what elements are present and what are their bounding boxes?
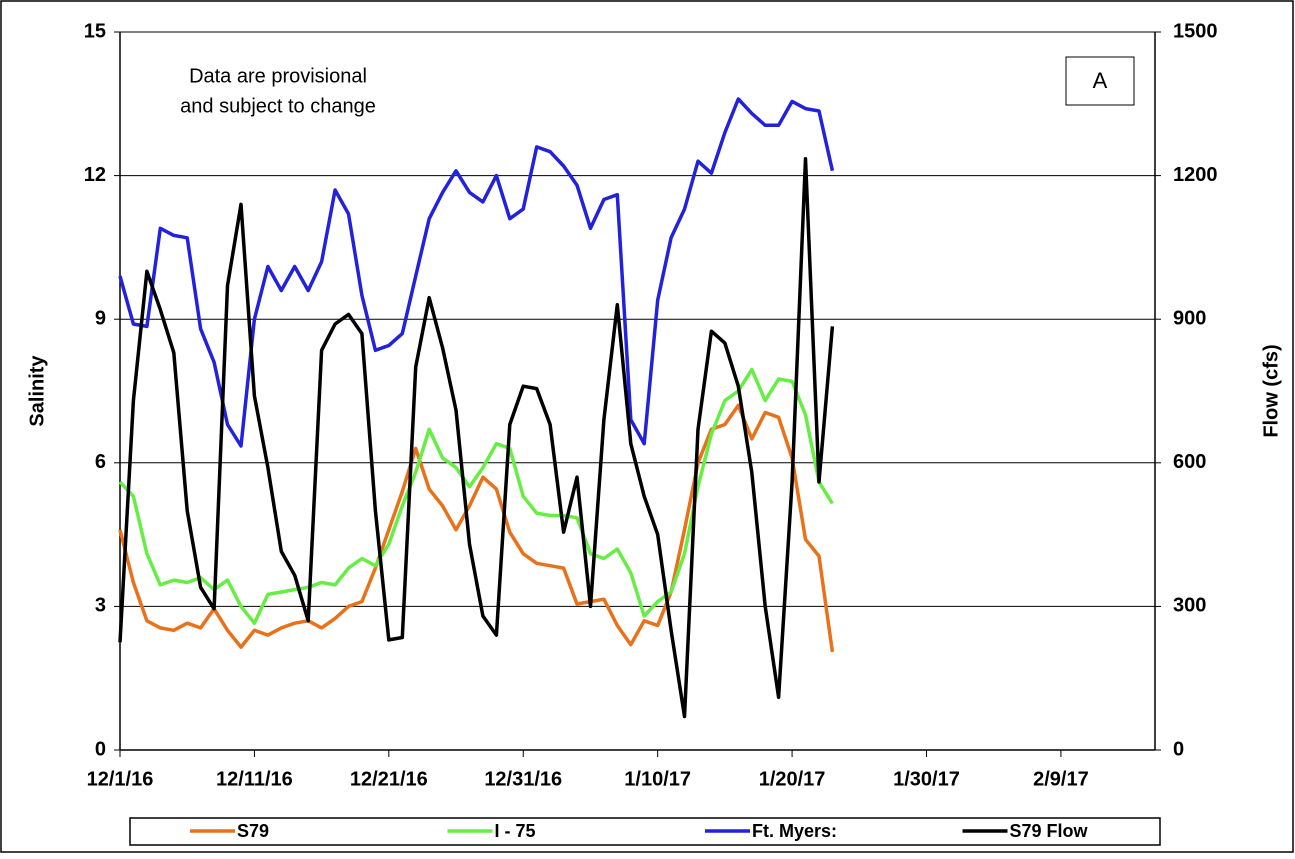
y-tick-label: 9 bbox=[95, 307, 106, 329]
y-tick-label: 3 bbox=[95, 595, 106, 617]
x-tick-label: 12/21/16 bbox=[350, 768, 428, 790]
x-tick-label: 12/31/16 bbox=[484, 768, 562, 790]
y2-tick-label: 1500 bbox=[1173, 20, 1218, 42]
y2-tick-label: 1200 bbox=[1173, 164, 1218, 186]
panel-label-box bbox=[1065, 56, 1135, 106]
y-tick-label: 0 bbox=[95, 738, 106, 760]
x-tick-label: 12/1/16 bbox=[87, 768, 154, 790]
y2-tick-label: 600 bbox=[1173, 451, 1206, 473]
legend-label: S79 bbox=[237, 821, 269, 841]
y2-tick-label: 0 bbox=[1173, 738, 1184, 760]
x-tick-label: 12/11/16 bbox=[216, 768, 293, 790]
y-tick-label: 12 bbox=[84, 164, 106, 186]
series-line bbox=[118, 367, 834, 625]
series-line bbox=[118, 157, 835, 719]
legend-label: Ft. Myers: bbox=[752, 821, 837, 841]
y-axis-title: Salinity bbox=[26, 355, 48, 427]
annotation: and subject to change bbox=[180, 95, 376, 117]
annotation: Data are provisional bbox=[189, 65, 367, 87]
x-tick-label: 1/30/17 bbox=[893, 768, 960, 790]
series-line bbox=[118, 97, 835, 448]
y2-axis-title: Flow (cfs) bbox=[1260, 344, 1282, 437]
y2-tick-label: 300 bbox=[1173, 595, 1206, 617]
legend-label: S79 Flow bbox=[1010, 821, 1089, 841]
panel-label: A bbox=[1093, 68, 1108, 93]
y-tick-label: 15 bbox=[84, 20, 106, 42]
x-tick-label: 1/20/17 bbox=[759, 768, 826, 790]
legend-label: I - 75 bbox=[495, 821, 536, 841]
y2-tick-label: 900 bbox=[1173, 307, 1206, 329]
x-tick-label: 2/9/17 bbox=[1033, 768, 1089, 790]
y-tick-label: 6 bbox=[95, 451, 106, 473]
x-tick-label: 1/10/17 bbox=[624, 768, 691, 790]
